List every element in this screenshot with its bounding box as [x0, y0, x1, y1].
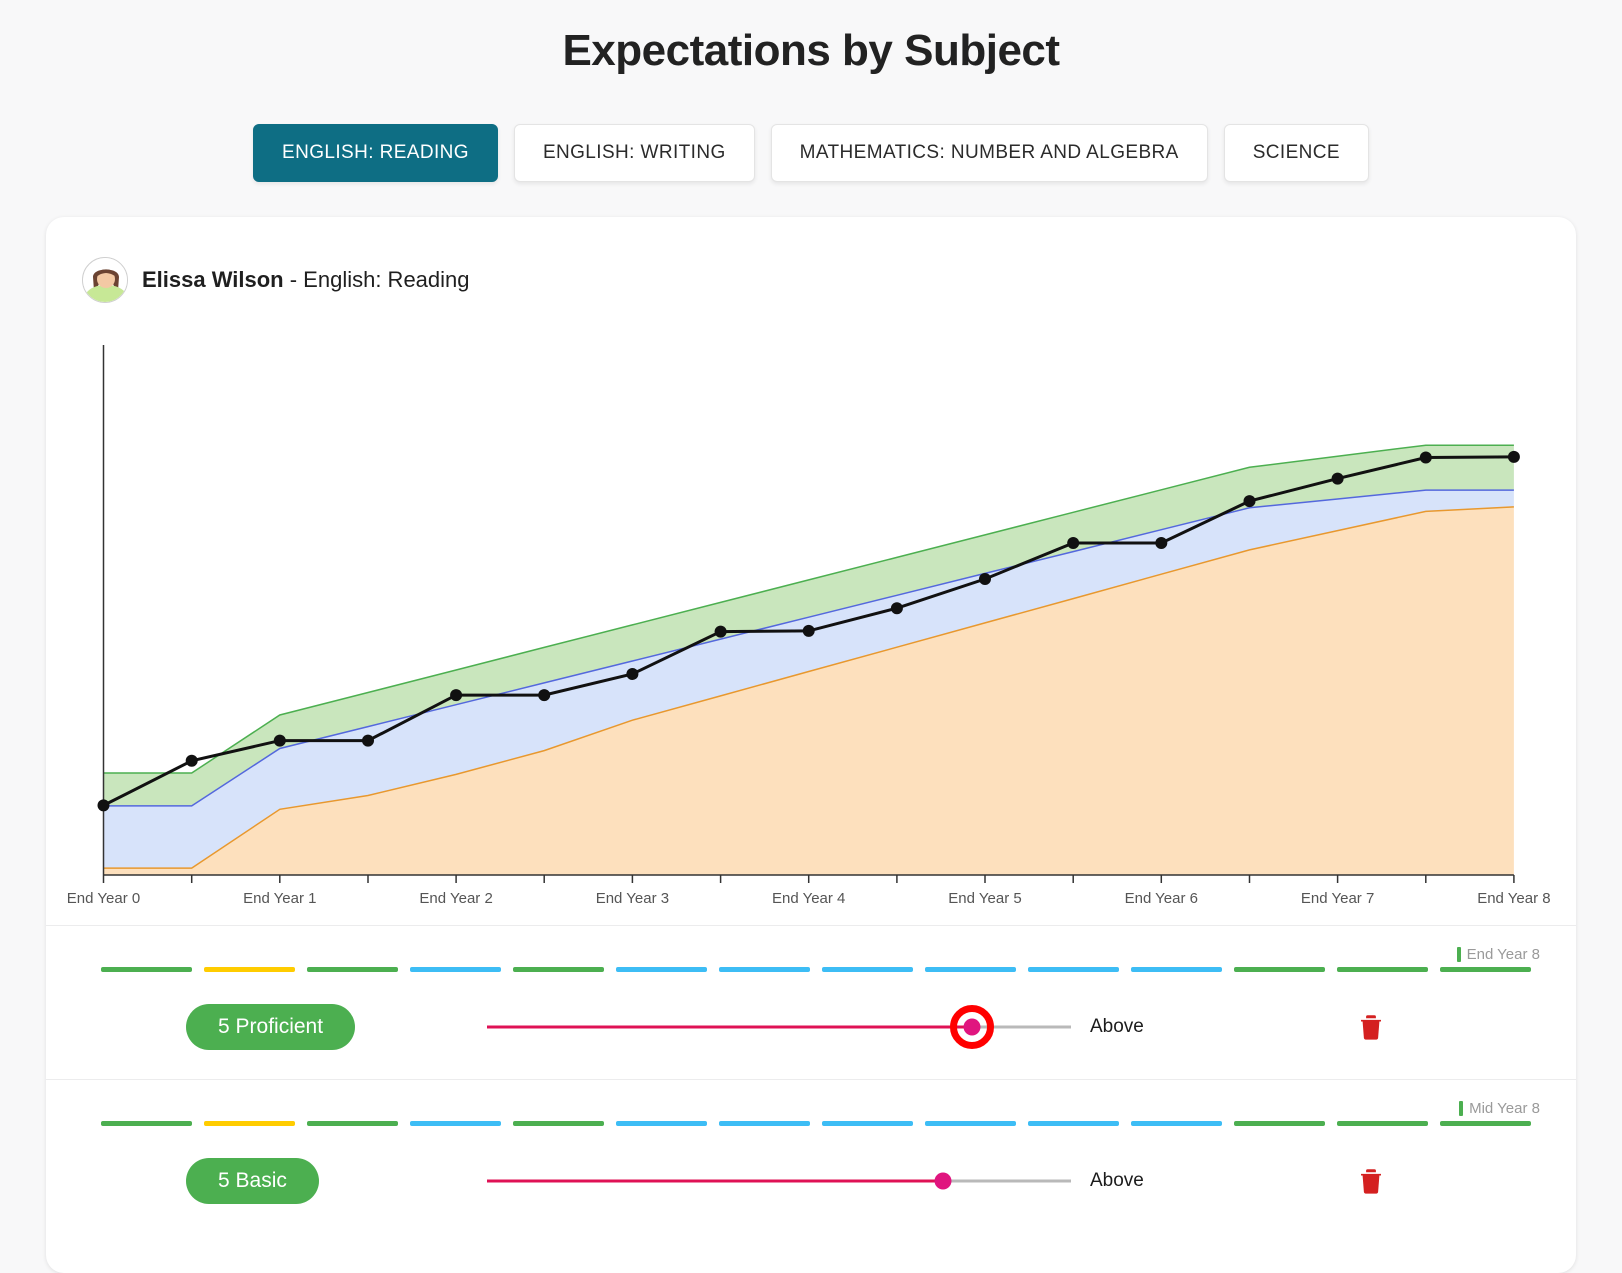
svg-text:End Year 0: End Year 0 — [67, 890, 140, 907]
svg-text:End Year 4: End Year 4 — [772, 890, 845, 907]
svg-text:End Year 1: End Year 1 — [243, 890, 316, 907]
svg-text:End Year 3: End Year 3 — [596, 890, 669, 907]
svg-text:End Year 8: End Year 8 — [1477, 890, 1550, 907]
svg-text:End Year 5: End Year 5 — [948, 890, 1021, 907]
svg-text:End Year 7: End Year 7 — [1301, 890, 1374, 907]
svg-text:End Year 2: End Year 2 — [419, 890, 492, 907]
svg-text:End Year 6: End Year 6 — [1125, 890, 1198, 907]
